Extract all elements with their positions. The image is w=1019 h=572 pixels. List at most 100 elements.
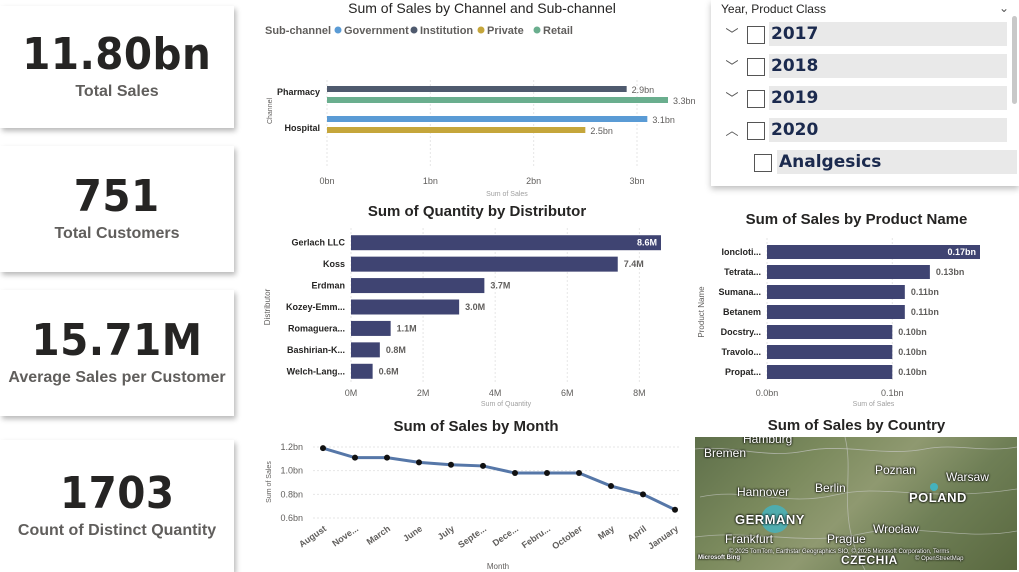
- bar: [767, 245, 980, 259]
- checkbox[interactable]: [754, 154, 772, 172]
- bar: [351, 320, 391, 336]
- map-attribution: © 2025 TomTom, Earthstar Geographics SIO…: [729, 549, 950, 555]
- x-tick-label: 0M: [345, 388, 358, 398]
- y-axis-label: Distributor: [263, 288, 272, 325]
- y-tick-label: Erdman: [311, 281, 345, 291]
- slicer-item-label: 2019: [769, 86, 1007, 110]
- x-tick-label: October: [550, 523, 584, 551]
- y-tick-label: Gerlach LLC: [291, 238, 345, 248]
- bar: [327, 97, 668, 103]
- y-tick-label: Betanem: [723, 307, 761, 317]
- legend-item: Retail: [543, 25, 573, 37]
- legend-marker: [410, 26, 418, 34]
- x-axis-label: Sum of Sales: [486, 191, 528, 198]
- bar: [351, 363, 373, 379]
- data-label: 0.8M: [386, 345, 406, 355]
- data-label: 1.1M: [397, 323, 417, 333]
- data-label: 3.1bn: [652, 115, 675, 125]
- bar: [327, 116, 648, 122]
- y-tick-label: 1.2bn: [280, 442, 303, 452]
- map-label: GERMANY: [735, 512, 805, 527]
- x-tick-label: May: [596, 523, 616, 541]
- checkbox[interactable]: [747, 122, 765, 140]
- bar: [351, 342, 380, 358]
- y-tick-label: 0.8bn: [280, 489, 303, 499]
- bar: [351, 235, 661, 251]
- y-tick-label: Kozey-Emm...: [286, 302, 345, 312]
- data-label: 7.4M: [624, 259, 644, 269]
- data-label: 0.6M: [379, 366, 399, 376]
- y-tick-label: Travolo...: [721, 347, 761, 357]
- data-point: [384, 454, 390, 461]
- kpi-card-average-sales: 15.71M Average Sales per Customer: [0, 290, 234, 416]
- chevron-down-icon[interactable]: ⌄: [998, 1, 1009, 15]
- slicer-item-label: 2018: [769, 54, 1007, 78]
- data-point: [480, 462, 486, 469]
- map-terrain: [695, 437, 1017, 570]
- chevron-up-icon[interactable]: ︿: [725, 124, 739, 139]
- checkbox[interactable]: [747, 26, 765, 44]
- map-attribution-osm[interactable]: © OpenStreetMap: [915, 556, 964, 562]
- y-tick-label: 1.0bn: [280, 466, 303, 476]
- chart-sales-by-product[interactable]: 0.0bn 0.1bn Sum of Sales Product Name Ionclo…: [694, 230, 1019, 414]
- x-tick-label: 0.1bn: [881, 388, 904, 398]
- y-tick-label: Bashirian-K...: [287, 345, 345, 355]
- data-point: [448, 461, 454, 468]
- chevron-down-icon[interactable]: ﹀: [725, 92, 739, 107]
- x-tick-label: 0.0bn: [756, 388, 779, 398]
- x-tick-label: 2M: [417, 388, 430, 398]
- bar: [351, 299, 460, 315]
- chevron-down-icon[interactable]: ﹀: [725, 28, 739, 43]
- legend-marker: [334, 26, 342, 34]
- slicer-item-2018[interactable]: ﹀ 2018: [711, 54, 1019, 78]
- data-point: [640, 491, 646, 498]
- y-tick-label: Romaguera...: [288, 323, 345, 333]
- x-tick-label: April: [626, 523, 649, 543]
- chart-title-month: Sum of Sales by Month: [393, 418, 559, 435]
- x-tick-label: March: [365, 523, 392, 546]
- y-tick-label: 0.6bn: [280, 513, 303, 523]
- country-map[interactable]: Hamburg Bremen Hannover Berlin Poznan Wa…: [695, 437, 1017, 570]
- kpi-label: Total Customers: [54, 225, 180, 242]
- kpi-label: Count of Distinct Quantity: [17, 522, 217, 539]
- x-tick-label: Septe...: [456, 523, 488, 550]
- data-label: 0.10bn: [898, 327, 927, 337]
- y-axis-label: Sum of Sales: [266, 461, 273, 503]
- checkbox[interactable]: [747, 90, 765, 108]
- y-tick-label: Sumana...: [718, 287, 761, 297]
- chart-sales-by-channel[interactable]: Sub-channel Government Institution Private R…: [262, 18, 702, 198]
- kpi-card-total-sales: 11.80bn Total Sales: [0, 6, 234, 128]
- legend-marker: [477, 26, 485, 34]
- map-label: Hannover: [737, 485, 790, 499]
- data-label: 2.9bn: [632, 85, 655, 95]
- slicer-item-analgesics[interactable]: Analgesics: [711, 150, 1019, 174]
- data-point: [576, 470, 582, 477]
- x-tick-label: 1bn: [423, 176, 438, 186]
- kpi-label: Average Sales per Customer: [8, 369, 226, 386]
- slicer-item-2020[interactable]: ︿ 2020: [711, 118, 1019, 142]
- x-axis-label: Sum of Sales: [853, 401, 895, 408]
- bar: [327, 86, 627, 92]
- data-label: 0.10bn: [898, 367, 927, 377]
- x-tick-label: 6M: [561, 388, 574, 398]
- slicer-item-2019[interactable]: ﹀ 2019: [711, 86, 1019, 110]
- x-tick-label: 0bn: [319, 176, 334, 186]
- chart-title-distributor: Sum of Quantity by Distributor: [367, 203, 587, 220]
- bar: [767, 285, 905, 299]
- x-axis-label: Sum of Quantity: [481, 401, 532, 408]
- chart-quantity-by-distributor[interactable]: 0M 2M 4M 6M 8M Sum of Quantity Distributor Gerl…: [262, 222, 692, 414]
- bar: [351, 278, 485, 294]
- x-tick-label: 2bn: [526, 176, 541, 186]
- chart-sales-by-month[interactable]: 0.6bn 0.8bn 1.0bn 1.2bn Sum of Sales Month Aug…: [262, 436, 690, 572]
- legend-marker: [533, 26, 541, 34]
- checkbox[interactable]: [747, 58, 765, 76]
- series-line: [322, 446, 676, 512]
- chevron-down-icon[interactable]: ﹀: [725, 60, 739, 75]
- data-point: [608, 483, 614, 490]
- y-tick-label: Ioncloti...: [722, 247, 762, 257]
- kpi-value: 1703: [59, 468, 175, 519]
- y-tick-label: Pharmacy: [277, 87, 320, 97]
- slicer-scrollbar[interactable]: [1012, 16, 1017, 104]
- year-product-class-slicer[interactable]: Year, Product Class ⌄ ﹀ 2017 ﹀ 2018 ﹀ 20…: [711, 0, 1019, 186]
- slicer-item-2017[interactable]: ﹀ 2017: [711, 22, 1019, 46]
